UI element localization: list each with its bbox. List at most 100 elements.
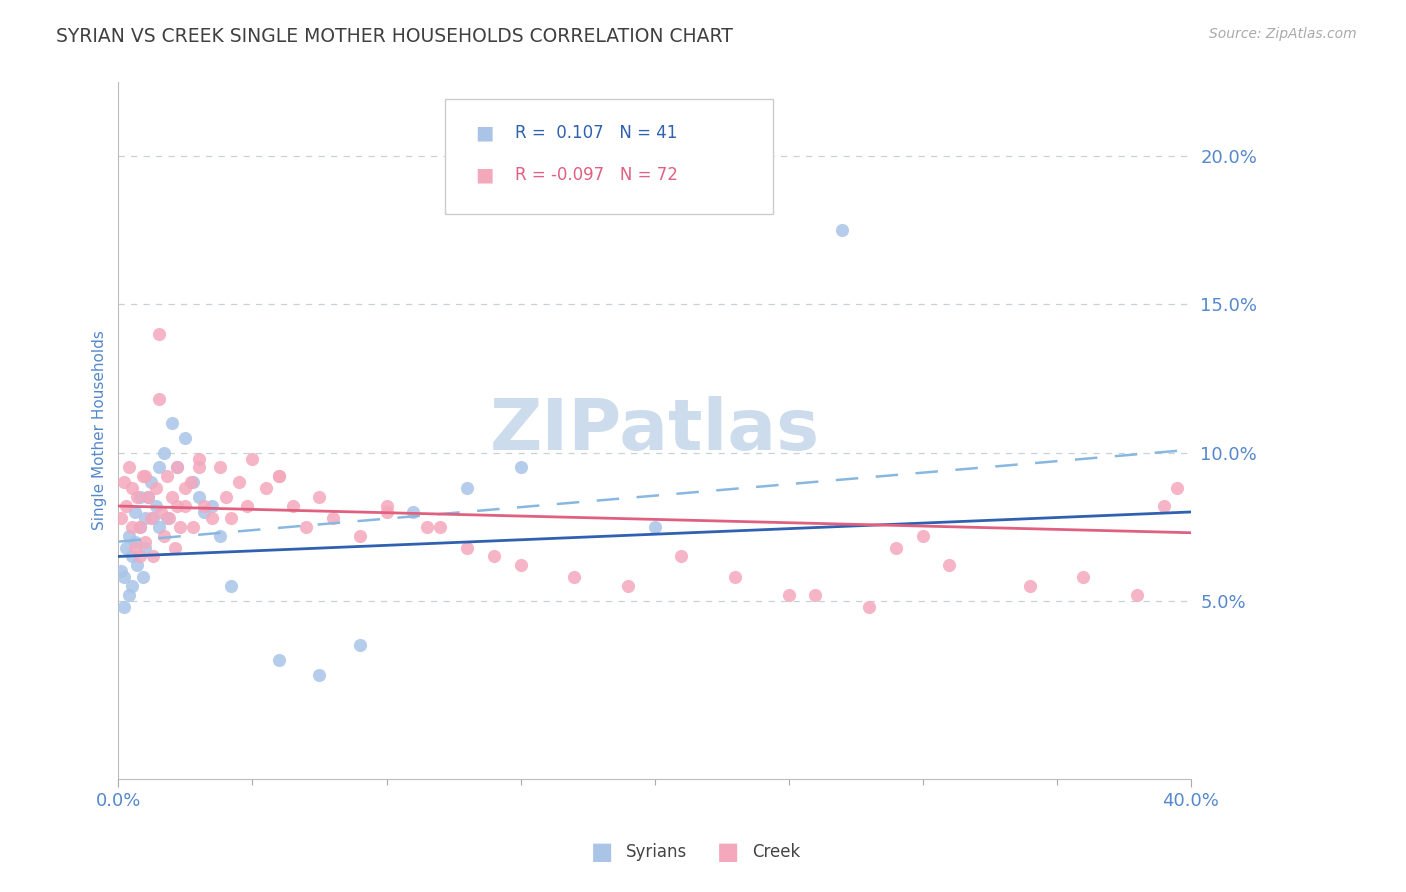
Text: ■: ■ bbox=[591, 840, 613, 863]
Point bbox=[375, 499, 398, 513]
Point bbox=[153, 445, 176, 459]
Point bbox=[884, 541, 907, 555]
Point bbox=[136, 490, 159, 504]
Point bbox=[180, 475, 202, 490]
Point bbox=[134, 469, 156, 483]
Point bbox=[1073, 570, 1095, 584]
Point bbox=[616, 579, 638, 593]
Point bbox=[911, 529, 934, 543]
Point bbox=[153, 529, 176, 543]
Point bbox=[169, 520, 191, 534]
Point bbox=[145, 481, 167, 495]
Point bbox=[456, 481, 478, 495]
Point bbox=[201, 499, 224, 513]
Point bbox=[187, 490, 209, 504]
Point bbox=[644, 520, 666, 534]
Point bbox=[193, 499, 215, 513]
Point bbox=[124, 541, 146, 555]
Point bbox=[804, 588, 827, 602]
Point bbox=[148, 460, 170, 475]
Point bbox=[831, 223, 853, 237]
Point bbox=[160, 416, 183, 430]
Point bbox=[163, 541, 186, 555]
Text: Syrians: Syrians bbox=[626, 843, 688, 861]
Point bbox=[375, 505, 398, 519]
Text: R =  0.107   N = 41: R = 0.107 N = 41 bbox=[515, 124, 678, 142]
Point bbox=[121, 481, 143, 495]
Point bbox=[219, 579, 242, 593]
Point bbox=[118, 529, 141, 543]
Point bbox=[269, 469, 291, 483]
Point bbox=[131, 570, 153, 584]
Point bbox=[112, 599, 135, 614]
FancyBboxPatch shape bbox=[446, 99, 772, 214]
Point bbox=[160, 490, 183, 504]
Point bbox=[183, 475, 205, 490]
Point bbox=[115, 499, 138, 513]
Point bbox=[349, 529, 371, 543]
Point bbox=[215, 490, 238, 504]
Point bbox=[308, 490, 330, 504]
Point bbox=[509, 460, 531, 475]
Point bbox=[127, 558, 149, 573]
Point bbox=[209, 529, 232, 543]
Point bbox=[1018, 579, 1040, 593]
Point bbox=[112, 475, 135, 490]
Point bbox=[187, 460, 209, 475]
Text: SYRIAN VS CREEK SINGLE MOTHER HOUSEHOLDS CORRELATION CHART: SYRIAN VS CREEK SINGLE MOTHER HOUSEHOLDS… bbox=[56, 27, 733, 45]
Point bbox=[148, 392, 170, 407]
Text: ■: ■ bbox=[475, 165, 494, 184]
Point bbox=[145, 499, 167, 513]
Point bbox=[128, 520, 150, 534]
Point bbox=[131, 469, 153, 483]
Point bbox=[134, 534, 156, 549]
Point bbox=[124, 534, 146, 549]
Point bbox=[402, 505, 425, 519]
Point bbox=[308, 668, 330, 682]
Point bbox=[136, 490, 159, 504]
Point bbox=[127, 490, 149, 504]
Point bbox=[509, 558, 531, 573]
Point bbox=[139, 475, 162, 490]
Point bbox=[142, 549, 165, 564]
Point bbox=[121, 549, 143, 564]
Point bbox=[148, 326, 170, 341]
Y-axis label: Single Mother Households: Single Mother Households bbox=[93, 330, 107, 531]
Point bbox=[456, 541, 478, 555]
Point bbox=[110, 564, 132, 578]
Point bbox=[1153, 499, 1175, 513]
Point bbox=[128, 549, 150, 564]
Point bbox=[724, 570, 747, 584]
Point bbox=[157, 511, 180, 525]
Point bbox=[118, 588, 141, 602]
Point bbox=[150, 505, 173, 519]
Point bbox=[148, 520, 170, 534]
Point bbox=[174, 431, 197, 445]
Point bbox=[254, 481, 277, 495]
Text: ZIPatlas: ZIPatlas bbox=[489, 396, 820, 465]
Point bbox=[134, 541, 156, 555]
Point bbox=[134, 511, 156, 525]
Point bbox=[115, 541, 138, 555]
Point bbox=[219, 511, 242, 525]
Point bbox=[112, 570, 135, 584]
Point bbox=[938, 558, 960, 573]
Point bbox=[166, 499, 188, 513]
Point bbox=[174, 481, 197, 495]
Point bbox=[128, 490, 150, 504]
Point bbox=[156, 511, 179, 525]
Text: ■: ■ bbox=[475, 123, 494, 143]
Point bbox=[124, 505, 146, 519]
Point bbox=[193, 505, 215, 519]
Point bbox=[322, 511, 344, 525]
Text: Creek: Creek bbox=[752, 843, 800, 861]
Point bbox=[1126, 588, 1149, 602]
Point bbox=[121, 579, 143, 593]
Point bbox=[121, 520, 143, 534]
Point bbox=[142, 511, 165, 525]
Point bbox=[228, 475, 250, 490]
Point bbox=[482, 549, 505, 564]
Point bbox=[1166, 481, 1188, 495]
Point bbox=[858, 599, 880, 614]
Point bbox=[349, 639, 371, 653]
